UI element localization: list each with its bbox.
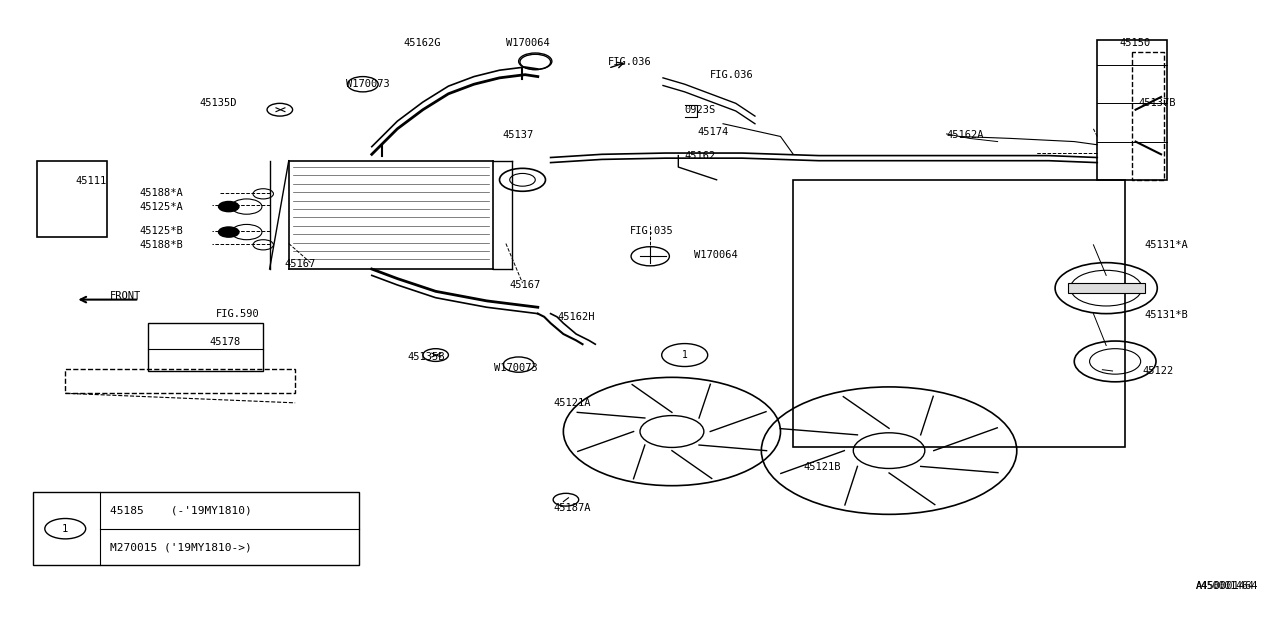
- Text: FIG.036: FIG.036: [710, 70, 754, 79]
- Text: FRONT: FRONT: [110, 291, 141, 301]
- Text: 45174: 45174: [698, 127, 728, 137]
- Text: 45162: 45162: [685, 150, 716, 161]
- Bar: [794, 180, 1125, 447]
- Text: 45137: 45137: [502, 130, 534, 140]
- Text: 45125*B: 45125*B: [140, 226, 183, 236]
- Text: FIG.035: FIG.035: [630, 226, 673, 236]
- Text: 45188*B: 45188*B: [140, 240, 183, 250]
- Bar: [33, 492, 358, 565]
- Text: A450001464: A450001464: [1196, 581, 1254, 591]
- Circle shape: [219, 227, 239, 237]
- Text: 45162G: 45162G: [403, 38, 442, 48]
- Text: 1: 1: [63, 524, 68, 534]
- Text: 45121A: 45121A: [553, 398, 590, 408]
- Text: 45125*A: 45125*A: [140, 202, 183, 212]
- Text: 45178: 45178: [210, 337, 241, 348]
- Text: W170073: W170073: [494, 363, 538, 372]
- Text: FIG.036: FIG.036: [608, 57, 652, 67]
- Text: W170064: W170064: [694, 250, 737, 260]
- Text: 45131*A: 45131*A: [1144, 240, 1188, 250]
- Text: 45135B: 45135B: [407, 352, 445, 362]
- Bar: [148, 323, 264, 371]
- Text: 0923S: 0923S: [685, 105, 716, 115]
- Text: 45150: 45150: [1119, 38, 1151, 48]
- Text: W170073: W170073: [346, 79, 390, 89]
- Text: 45137B: 45137B: [1138, 99, 1175, 108]
- Circle shape: [219, 202, 239, 212]
- Text: 45135D: 45135D: [200, 99, 237, 108]
- Bar: [1097, 40, 1167, 180]
- Text: 45185    (-'19MY1810): 45185 (-'19MY1810): [110, 506, 252, 515]
- Bar: [37, 161, 108, 237]
- Text: FIG.590: FIG.590: [216, 308, 260, 319]
- Bar: [65, 369, 296, 394]
- Text: 45121B: 45121B: [804, 461, 841, 472]
- Text: 45187A: 45187A: [553, 503, 590, 513]
- Text: 45122: 45122: [1142, 366, 1174, 376]
- Text: W170064: W170064: [506, 38, 549, 48]
- Text: A450001464: A450001464: [1196, 581, 1258, 591]
- Text: M270015 ('19MY1810->): M270015 ('19MY1810->): [110, 542, 252, 552]
- Text: 45167: 45167: [509, 280, 541, 290]
- Text: 45162H: 45162H: [557, 312, 594, 322]
- Text: 45162A: 45162A: [946, 130, 984, 140]
- Text: 1: 1: [682, 350, 687, 360]
- Text: 45188*A: 45188*A: [140, 188, 183, 198]
- Text: 45131*B: 45131*B: [1144, 310, 1188, 320]
- Text: 45167: 45167: [285, 259, 316, 269]
- Text: 45111: 45111: [76, 176, 106, 186]
- Bar: [1068, 283, 1144, 293]
